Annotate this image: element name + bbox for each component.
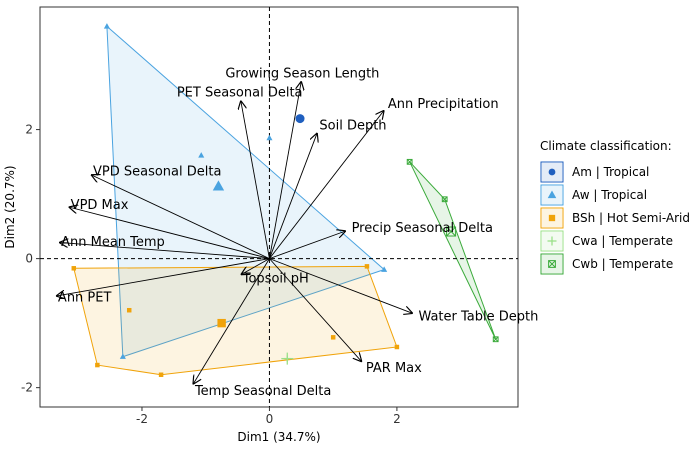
variable-label-soil-depth: Soil Depth xyxy=(319,118,386,133)
centroid-cwb-temperate-d2 xyxy=(446,226,456,237)
arrow-topsoil-ph xyxy=(241,258,270,275)
y-tick-label-2: 2 xyxy=(25,123,33,137)
y-tick-label--2: -2 xyxy=(21,381,33,395)
point-aw-tropical-3 xyxy=(381,266,388,272)
x-tick-label--2: -2 xyxy=(136,412,148,426)
variable-label-par-max: PAR Max xyxy=(366,361,422,376)
legend-marker-aw-tropical xyxy=(547,190,557,199)
point-bsh-hot-semi-arid-5 xyxy=(126,307,132,313)
arrow-ann-mean-temp xyxy=(59,242,270,260)
legend-marker-bsh-hot-semi-arid xyxy=(548,214,556,222)
point-cwb-temperate-2-box xyxy=(492,336,499,343)
legend-marker-cwb-temperate-d2 xyxy=(548,260,556,268)
point-cwb-temperate-2-d2 xyxy=(492,336,499,343)
variable-label-ann-precipitation: Ann Precipitation xyxy=(388,97,499,112)
arrow-vpd-max xyxy=(69,207,270,260)
legend: Climate classification: Am | Tropical Aw … xyxy=(540,139,690,275)
arrow-ann-pet xyxy=(56,258,270,296)
group-points xyxy=(71,23,499,377)
legend-marker-am-tropical xyxy=(548,168,556,176)
variable-arrows xyxy=(56,81,413,384)
legend-marker-cwa-temperate xyxy=(547,236,557,246)
reference-lines xyxy=(40,7,518,407)
arrow-soil-depth xyxy=(269,133,317,259)
point-cwb-temperate-0 xyxy=(406,158,413,165)
x-tick-label-2: 2 xyxy=(393,412,401,426)
legend-title: Climate classification: xyxy=(540,139,672,153)
point-cwb-temperate-1 xyxy=(441,196,448,203)
y-tick-label-0: 0 xyxy=(25,252,33,266)
x-axis-label: Dim1 (34.7%) xyxy=(237,430,320,444)
point-aw-tropical-0 xyxy=(103,23,110,29)
arrow-vpd-seasonal-delta xyxy=(91,175,270,260)
arrow-temp-seasonal-delta xyxy=(193,258,270,385)
point-aw-tropical-2 xyxy=(198,152,205,158)
legend-marker-cwb-temperate-box xyxy=(548,260,556,268)
legend-marker-cwb-temperate xyxy=(548,260,556,268)
variable-label-pet-seasonal-delta: PET Seasonal Delta xyxy=(177,86,303,101)
variable-label-vpd-max: VPD Max xyxy=(71,198,129,213)
point-aw-tropical-4 xyxy=(119,353,126,359)
point-bsh-hot-semi-arid-0 xyxy=(71,266,77,271)
legend-label-bsh-hot-semi-arid: BSh | Hot Semi-Arid xyxy=(572,211,690,225)
variable-label-precip-seasonal-delta: Precip Seasonal Delta xyxy=(352,221,493,236)
arrow-precip-seasonal-delta xyxy=(269,231,345,260)
variable-label-topsoil-ph: Topsoil pH xyxy=(242,272,309,287)
hull-bsh-hot-semi-arid xyxy=(73,265,398,376)
centroid-bsh-hot-semi-arid xyxy=(217,318,226,328)
point-bsh-hot-semi-arid-2 xyxy=(394,344,400,350)
point-cwb-temperate-0-box xyxy=(406,158,413,165)
point-cwb-temperate-1-box xyxy=(441,196,448,203)
variable-label-growing-season-length: Growing Season Length xyxy=(225,66,379,81)
arrow-ann-precipitation xyxy=(269,110,384,259)
group-hulls xyxy=(73,25,497,376)
arrow-par-max xyxy=(269,258,361,362)
y-axis-label: Dim2 (20.7%) xyxy=(3,165,17,248)
variable-label-temp-seasonal-delta: Temp Seasonal Delta xyxy=(194,384,331,399)
point-cwb-temperate-2 xyxy=(492,336,499,343)
arrow-growing-season-length xyxy=(268,81,301,259)
point-bsh-hot-semi-arid-3 xyxy=(158,372,164,377)
point-bsh-hot-semi-arid-6 xyxy=(330,335,336,340)
point-bsh-hot-semi-arid-1 xyxy=(364,264,370,269)
centroid-am-tropical xyxy=(295,114,305,124)
variable-label-water-table-depth: Water Table Depth xyxy=(418,309,538,324)
axes: -2 0 2 -2 0 2 xyxy=(21,123,401,426)
arrow-water-table-depth xyxy=(269,258,412,314)
arrow-pet-seasonal-delta xyxy=(241,101,270,259)
point-cwb-temperate-0-d2 xyxy=(406,159,413,165)
centroid-cwa-temperate xyxy=(281,352,294,365)
point-bsh-hot-semi-arid-4 xyxy=(95,362,100,368)
centroid-cwb-temperate xyxy=(446,226,457,237)
point-aw-tropical-1 xyxy=(266,134,273,141)
point-cwb-temperate-1-d2 xyxy=(441,196,448,203)
hull-cwb-temperate xyxy=(409,161,497,340)
x-tick-label-0: 0 xyxy=(266,412,274,426)
variable-labels: Growing Season Length PET Seasonal Delta A… xyxy=(58,66,538,399)
centroid-cwb-temperate-box xyxy=(446,226,457,237)
variable-label-ann-pet: Ann PET xyxy=(58,290,112,305)
legend-label-cwa-temperate: Cwa | Temperate xyxy=(572,234,673,248)
centroid-aw-tropical xyxy=(212,180,225,191)
legend-label-cwb-temperate: Cwb | Temperate xyxy=(572,257,673,271)
variable-label-vpd-seasonal-delta: VPD Seasonal Delta xyxy=(93,164,221,179)
variable-label-ann-mean-temp: Ann Mean Temp xyxy=(61,235,165,250)
hull-aw-tropical xyxy=(106,25,386,358)
legend-label-am-tropical: Am | Tropical xyxy=(572,165,649,179)
legend-label-aw-tropical: Aw | Tropical xyxy=(572,188,647,202)
